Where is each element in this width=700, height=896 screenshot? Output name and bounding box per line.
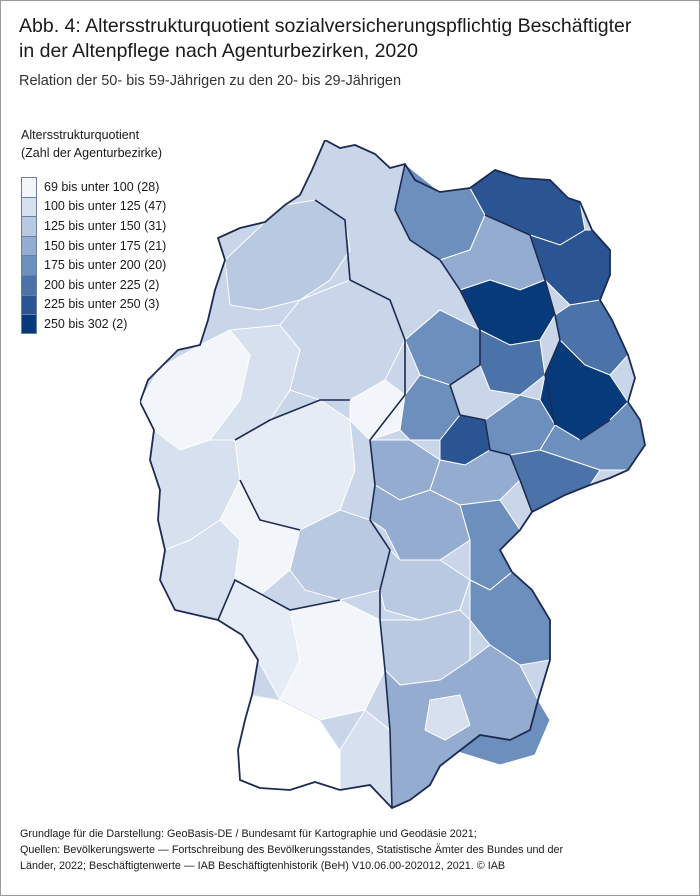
legend-swatch xyxy=(21,314,37,334)
legend: 69 bis unter 100 (28) 100 bis unter 125 (… xyxy=(21,177,166,334)
title-line-2: in der Altenpflege nach Agenturbezirken,… xyxy=(19,40,418,62)
legend-title: Altersstrukturquotient (Zahl der Agentur… xyxy=(21,126,162,162)
footer-line-2: Quellen: Bevölkerungswerte — Fortschreib… xyxy=(20,844,564,856)
legend-item: 100 bis unter 125 (47) xyxy=(21,196,167,217)
legend-label: 150 bis unter 175 (21) xyxy=(44,238,167,253)
legend-item: 150 bis unter 175 (21) xyxy=(21,235,167,256)
legend-label: 100 bis unter 125 (47) xyxy=(44,199,167,214)
legend-label: 225 bis unter 250 (3) xyxy=(44,297,160,312)
legend-item: 250 bis 302 (2) xyxy=(21,314,166,334)
region-oberfranken xyxy=(369,484,471,561)
legend-swatch xyxy=(21,177,37,197)
legend-swatch xyxy=(21,216,37,236)
legend-swatch xyxy=(21,294,37,315)
region-berlin-sued xyxy=(479,329,546,396)
title-line-1: Abb. 4: Altersstrukturquotient sozialver… xyxy=(19,15,632,37)
legend-label: 175 bis unter 200 (20) xyxy=(44,258,167,273)
footer-line-3: Länder, 2022; Beschäftigtenwerte — IAB B… xyxy=(20,860,506,872)
legend-label: 69 bis unter 100 (28) xyxy=(44,179,160,194)
figure-title: Abb. 4: Altersstrukturquotient sozialver… xyxy=(19,14,679,64)
legend-label: 125 bis unter 150 (31) xyxy=(44,218,167,233)
state-borders xyxy=(217,163,611,809)
legend-swatch xyxy=(21,235,37,256)
legend-item: 175 bis unter 200 (20) xyxy=(21,255,166,275)
country-border xyxy=(140,140,646,810)
legend-item: 69 bis unter 100 (28) xyxy=(21,177,166,197)
figure-footer: Grundlage für die Darstellung: GeoBasis-… xyxy=(20,826,680,874)
legend-swatch xyxy=(21,255,37,275)
legend-swatch xyxy=(21,196,37,217)
legend-title-line-1: Altersstrukturquotient xyxy=(21,128,140,142)
legend-title-line-2: (Zahl der Agenturbezirke) xyxy=(21,146,163,160)
legend-item: 225 bis unter 250 (3) xyxy=(21,294,166,315)
legend-item: 200 bis unter 225 (2) xyxy=(21,274,166,295)
figure-subtitle: Relation der 50- bis 59-Jährigen zu den … xyxy=(19,73,402,89)
legend-label: 250 bis 302 (2) xyxy=(44,316,128,331)
legend-swatch xyxy=(21,274,37,295)
region-muenchen xyxy=(424,694,471,741)
legend-label: 200 bis unter 225 (2) xyxy=(44,277,160,292)
footer-line-1: Grundlage für die Darstellung: GeoBasis-… xyxy=(20,828,477,840)
germany-choropleth-map xyxy=(140,140,646,810)
legend-item: 125 bis unter 150 (31) xyxy=(21,216,166,236)
